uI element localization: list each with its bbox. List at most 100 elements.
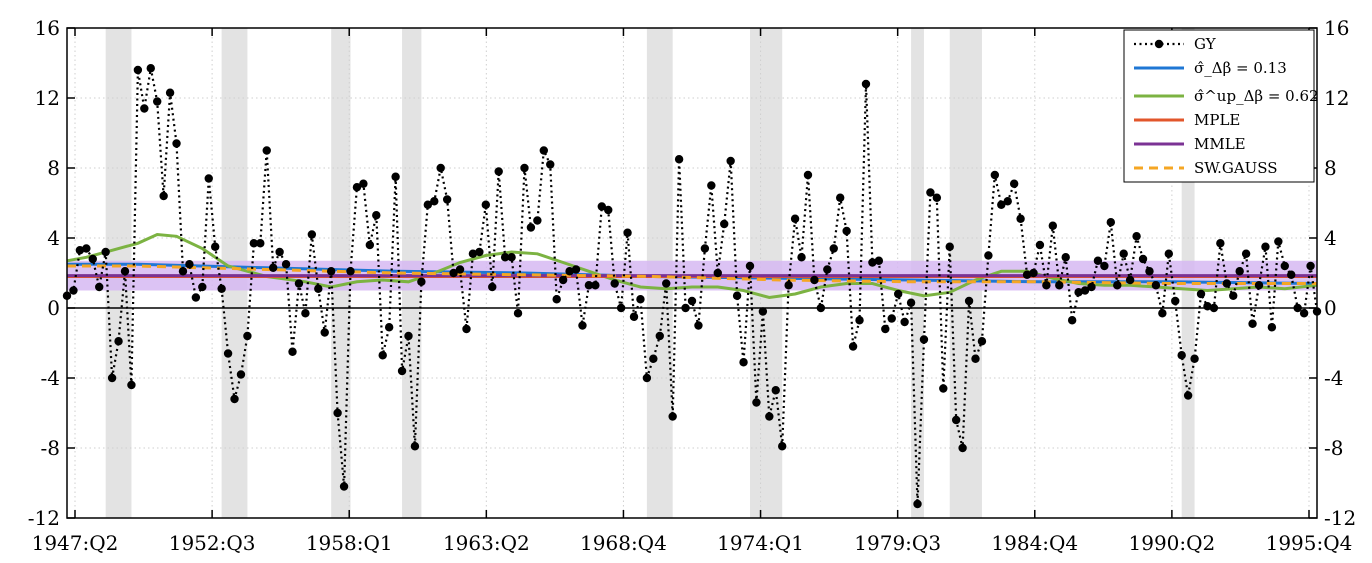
x-tick-label-8: 1990:Q2 [1129, 531, 1216, 555]
legend-label-sigma: σ̂_Δβ = 0.13 [1194, 59, 1287, 77]
y-tick-label-left-6: -8 [41, 436, 60, 460]
gy-point-80 [578, 321, 587, 330]
gy-point-185 [1254, 281, 1264, 290]
gy-point-163 [1113, 281, 1122, 290]
gy-point-160 [1093, 256, 1103, 265]
gy-point-4 [88, 254, 97, 264]
y-tick-label-right-7: -12 [1324, 506, 1356, 530]
gy-point-5 [95, 282, 104, 292]
gy-point-121 [842, 226, 851, 236]
gy-point-54 [410, 442, 420, 451]
gy-series-layer [62, 64, 1322, 509]
legend-label-mmle: MMLE [1194, 135, 1246, 153]
gy-point-24 [217, 284, 226, 293]
gy-point-66 [488, 282, 497, 292]
gy-point-134 [926, 188, 935, 197]
legend-label-swgauss: SW.GAUSS [1194, 159, 1278, 177]
gy-point-26 [230, 394, 239, 404]
gy-point-131 [906, 298, 916, 307]
y-tick-label-right-0: 16 [1324, 16, 1349, 40]
gy-point-170 [1158, 309, 1167, 318]
y-tick-label-left-4: 0 [47, 296, 60, 320]
series-line-gy [66, 68, 1319, 505]
gy-point-175 [1190, 354, 1199, 363]
gy-point-98 [694, 321, 703, 330]
gy-point-56 [423, 200, 433, 209]
gy-point-84 [604, 205, 613, 215]
legend-marker-gy [1154, 39, 1164, 49]
gy-point-142 [977, 337, 987, 346]
gy-point-120 [835, 193, 845, 202]
series-layer [66, 232, 1318, 300]
y-tick-label-left-5: -4 [41, 366, 60, 390]
gy-point-137 [945, 242, 954, 251]
gy-point-104 [732, 291, 742, 300]
gy-point-138 [951, 415, 961, 425]
gy-point-82 [591, 281, 600, 290]
gy-point-113 [790, 214, 800, 223]
gy-point-10 [127, 380, 136, 390]
gy-point-75 [546, 160, 555, 169]
y-tick-label-right-5: -4 [1324, 366, 1343, 390]
gy-point-72 [526, 223, 536, 232]
gy-point-59 [442, 195, 452, 204]
x-tick-label-1: 1952:Q3 [169, 531, 256, 555]
gy-point-168 [1145, 267, 1154, 276]
gy-point-118 [823, 265, 832, 274]
gy-point-152 [1042, 281, 1051, 290]
gy-point-16 [165, 88, 175, 97]
gy-point-122 [848, 342, 858, 351]
gy-point-19 [185, 260, 194, 269]
gy-point-83 [597, 202, 606, 211]
gy-point-190 [1287, 270, 1296, 279]
gy-point-162 [1106, 218, 1116, 227]
gy-point-9 [120, 267, 130, 276]
y-tick-label-left-2: 8 [47, 156, 60, 180]
gy-point-174 [1183, 391, 1193, 400]
gy-point-91 [649, 354, 658, 363]
gy-point-23 [210, 242, 220, 251]
gy-point-36 [294, 279, 304, 288]
gy-point-58 [436, 163, 445, 173]
gy-point-55 [417, 277, 426, 286]
gy-point-6 [101, 247, 110, 257]
gy-point-139 [958, 443, 967, 453]
y-tick-label-right-2: 8 [1324, 156, 1337, 180]
gy-point-156 [1067, 316, 1077, 325]
gy-point-50 [384, 323, 394, 332]
gy-point-109 [765, 412, 774, 421]
gy-point-132 [913, 499, 922, 509]
gy-point-187 [1267, 323, 1277, 332]
gy-point-47 [365, 240, 375, 250]
gy-point-173 [1177, 351, 1186, 360]
gy-point-67 [494, 167, 503, 176]
gy-point-111 [778, 442, 787, 451]
gy-point-97 [687, 296, 697, 306]
gy-point-8 [114, 337, 123, 346]
x-tick-label-5: 1974:Q1 [717, 531, 804, 555]
gy-point-42 [333, 408, 342, 418]
gy-point-78 [565, 267, 574, 276]
legend-label-gy: GY [1194, 35, 1217, 53]
gy-point-180 [1222, 279, 1231, 288]
gy-point-69 [507, 253, 516, 262]
gy-point-93 [662, 279, 671, 288]
gy-point-153 [1048, 221, 1058, 230]
gy-point-149 [1022, 270, 1032, 279]
gy-point-88 [629, 312, 639, 321]
gy-point-165 [1125, 275, 1135, 285]
legend-box [1123, 29, 1315, 183]
gy-point-28 [243, 331, 252, 341]
gy-point-64 [475, 247, 484, 257]
gy-point-166 [1132, 232, 1141, 241]
gy-point-141 [971, 354, 980, 363]
gy-point-181 [1229, 291, 1238, 300]
gy-point-17 [172, 139, 181, 148]
gy-point-114 [797, 253, 806, 262]
gy-point-169 [1151, 281, 1161, 290]
gy-point-33 [275, 247, 284, 257]
gy-point-44 [346, 267, 355, 276]
gy-point-127 [881, 324, 890, 334]
gy-point-18 [178, 267, 188, 276]
